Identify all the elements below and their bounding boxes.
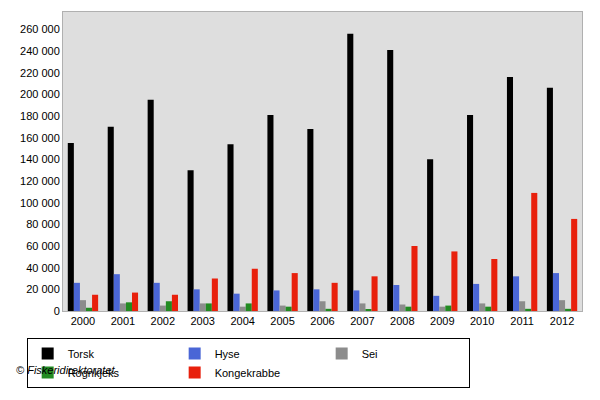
svg-text:Sei: Sei [362, 348, 378, 360]
svg-text:Torsk: Torsk [68, 348, 95, 360]
svg-text:2002: 2002 [151, 315, 175, 327]
svg-text:2011: 2011 [510, 315, 534, 327]
svg-text:2010: 2010 [470, 315, 494, 327]
svg-text:180 000: 180 000 [20, 110, 60, 122]
svg-text:60 000: 60 000 [26, 240, 60, 252]
svg-text:160 000: 160 000 [20, 132, 60, 144]
svg-text:40 000: 40 000 [26, 262, 60, 274]
svg-text:2006: 2006 [310, 315, 334, 327]
svg-text:260 000: 260 000 [20, 23, 60, 35]
svg-text:2005: 2005 [270, 315, 294, 327]
svg-text:2000: 2000 [71, 315, 95, 327]
svg-text:2007: 2007 [350, 315, 374, 327]
svg-text:0: 0 [54, 305, 60, 317]
svg-text:2012: 2012 [550, 315, 574, 327]
svg-text:200 000: 200 000 [20, 88, 60, 100]
svg-text:220 000: 220 000 [20, 67, 60, 79]
svg-text:2003: 2003 [190, 315, 214, 327]
svg-text:Rognkjeks: Rognkjeks [68, 367, 120, 379]
svg-text:120 000: 120 000 [20, 175, 60, 187]
svg-text:20 000: 20 000 [26, 283, 60, 295]
svg-text:© Fiskeridirektoratet: © Fiskeridirektoratet [16, 364, 116, 376]
svg-text:140 000: 140 000 [20, 153, 60, 165]
svg-text:2004: 2004 [230, 315, 254, 327]
svg-text:2009: 2009 [430, 315, 454, 327]
svg-text:240 000: 240 000 [20, 45, 60, 57]
svg-text:80 000: 80 000 [26, 218, 60, 230]
svg-text:100 000: 100 000 [20, 197, 60, 209]
svg-text:2008: 2008 [390, 315, 414, 327]
svg-text:Hyse: Hyse [215, 348, 240, 360]
svg-text:2001: 2001 [111, 315, 135, 327]
svg-text:Kongekrabbe: Kongekrabbe [215, 367, 280, 379]
